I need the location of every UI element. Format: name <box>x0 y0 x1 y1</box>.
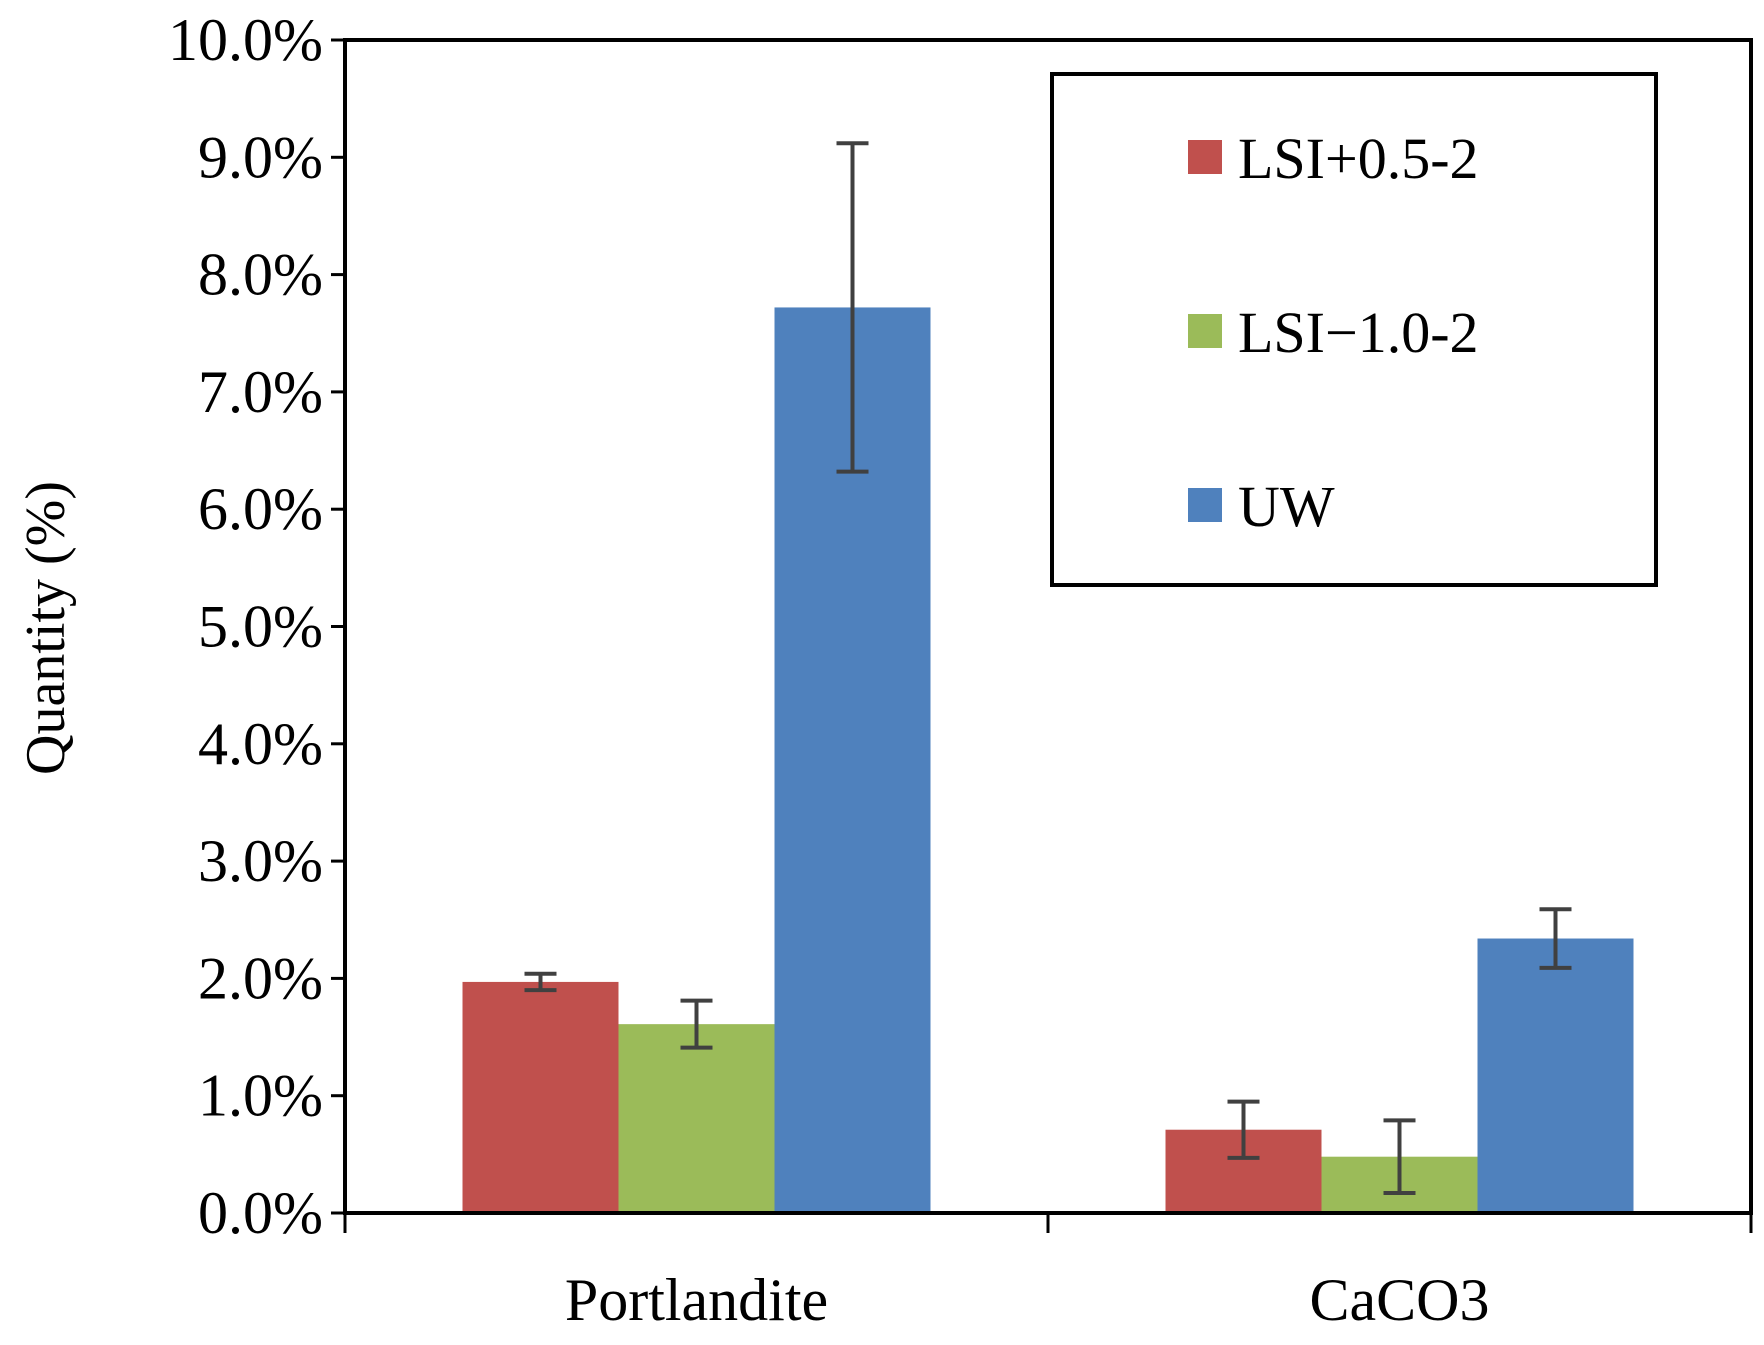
error-bar <box>836 141 869 474</box>
bar-LSI-1-0-2-Portlandite <box>618 1024 775 1213</box>
error-bar <box>1227 1099 1260 1160</box>
x-axis: Portlandite CaCO3 <box>343 1213 1753 1333</box>
legend-label: UW <box>1238 474 1335 539</box>
legend-swatch <box>1188 140 1222 174</box>
legend-label: LSI−1.0-2 <box>1238 300 1479 365</box>
y-tick-label: 1.0% <box>198 1063 323 1129</box>
legend-swatch <box>1188 314 1222 348</box>
error-bar <box>680 998 713 1050</box>
y-tick-label: 0.0% <box>198 1180 323 1246</box>
y-axis-ticks: 0.0% 1.0% 2.0% 3.0% 4.0% 5.0% 6.0% 7.0% 8.0% 9.0%… <box>168 7 345 1246</box>
error-bars <box>524 141 1572 1196</box>
y-tick-label: 7.0% <box>198 359 323 425</box>
legend: LSI+0.5-2 LSI−1.0-2 UW <box>1050 72 1658 587</box>
error-bar <box>524 971 557 993</box>
y-tick-label: 6.0% <box>198 476 323 542</box>
bar-LSI-0-5-2-Portlandite <box>462 981 619 1213</box>
bar-UW-CaCO3 <box>1477 938 1634 1213</box>
error-bar <box>1383 1118 1416 1196</box>
plot-frame <box>343 38 1753 1215</box>
y-tick-label: 8.0% <box>198 242 323 308</box>
x-category-label: Portlandite <box>565 1267 828 1333</box>
y-tick-label: 10.0% <box>168 7 323 73</box>
y-tick-label: 9.0% <box>198 124 323 190</box>
y-tick-label: 2.0% <box>198 945 323 1011</box>
y-axis-title: Quantity (%) <box>15 481 77 775</box>
error-bar <box>1539 907 1572 970</box>
legend-swatch <box>1188 488 1222 522</box>
y-tick-label: 5.0% <box>198 594 323 660</box>
legend-box <box>1050 72 1658 587</box>
legend-label: LSI+0.5-2 <box>1238 126 1479 191</box>
y-tick-label: 4.0% <box>198 711 323 777</box>
x-category-label: CaCO3 <box>1310 1267 1490 1333</box>
y-tick-label: 3.0% <box>198 828 323 894</box>
